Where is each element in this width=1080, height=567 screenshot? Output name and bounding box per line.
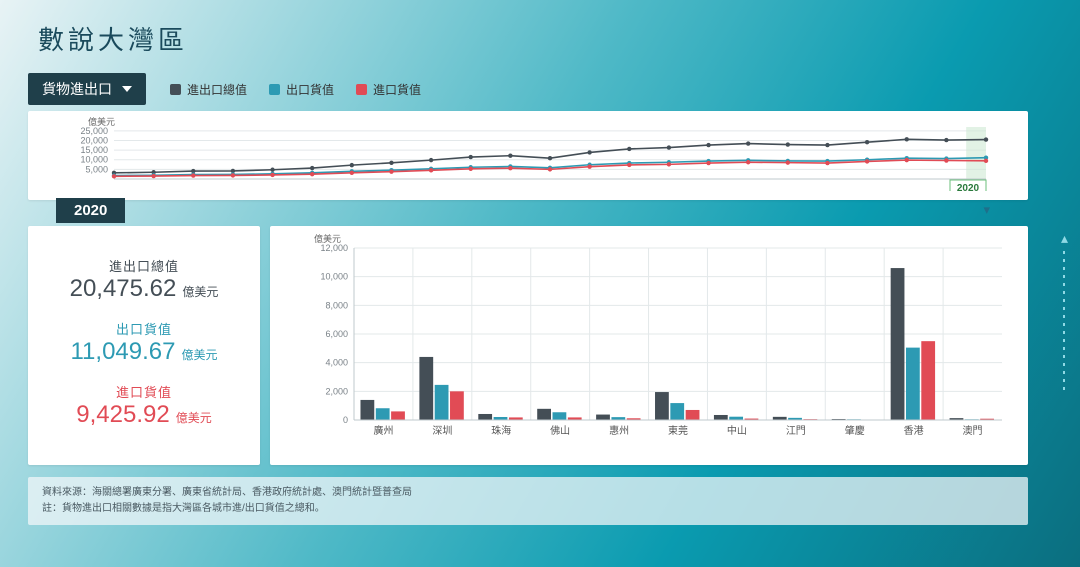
svg-text:肇慶: 肇慶 — [845, 424, 865, 437]
stats-panel: 進出口總值20,475.62億美元出口貨值11,049.67億美元進口貨值9,4… — [28, 226, 260, 465]
svg-text:香港: 香港 — [904, 425, 924, 437]
page-title: 數說大灣區 — [28, 12, 1028, 71]
stat-block: 出口貨值11,049.67 億美元 — [36, 319, 252, 366]
timeline-ylabel: 億美元 — [88, 115, 115, 128]
metric-dropdown[interactable]: 貨物進出口 — [28, 73, 146, 105]
svg-text:深圳: 深圳 — [432, 425, 452, 437]
stat-block: 進口貨值9,425.92 億美元 — [36, 382, 252, 429]
svg-text:惠州: 惠州 — [609, 424, 629, 437]
stat-label: 出口貨值 — [36, 319, 252, 338]
svg-text:15,000: 15,000 — [80, 145, 108, 155]
svg-text:0: 0 — [343, 415, 348, 425]
stat-block: 進出口總值20,475.62 億美元 — [36, 256, 252, 303]
bar-ylabel: 億美元 — [314, 232, 341, 245]
legend-item-import[interactable]: 進口貨值 — [356, 81, 421, 98]
legend-swatch-icon — [269, 84, 280, 95]
legend-swatch-icon — [356, 84, 367, 95]
scroll-track-icon — [1063, 251, 1065, 391]
stat-value: 20,475.62 — [70, 275, 177, 303]
timeline-chart[interactable]: 5,00010,00015,00020,00025,0002020 — [66, 117, 1006, 191]
city-bar-chart-card: 億美元 02,0004,0006,0008,00010,00012,000廣州深… — [270, 226, 1028, 465]
year-tab[interactable]: 2020 — [56, 198, 125, 223]
svg-text:5,000: 5,000 — [85, 164, 108, 174]
svg-text:2020: 2020 — [957, 183, 980, 191]
svg-text:廣州: 廣州 — [373, 424, 393, 437]
svg-text:8,000: 8,000 — [325, 300, 348, 310]
stat-unit: 億美元 — [181, 346, 217, 363]
metric-dropdown-label: 貨物進出口 — [42, 79, 112, 99]
svg-text:2,000: 2,000 — [325, 386, 348, 396]
svg-text:江門: 江門 — [786, 425, 806, 437]
svg-text:10,000: 10,000 — [80, 155, 108, 165]
stat-label: 進出口總值 — [36, 256, 252, 275]
scroll-hint: ▴ — [1061, 230, 1068, 391]
svg-text:10,000: 10,000 — [320, 272, 348, 282]
svg-text:東莞: 東莞 — [668, 424, 688, 437]
svg-text:澳門: 澳門 — [963, 424, 983, 437]
footer-line-note: 註：貨物進出口相關數據是指大灣區各城市進/出口貨值之總和。 — [42, 501, 1014, 517]
stat-value: 9,425.92 — [76, 401, 169, 429]
arrow-up-icon: ▴ — [1061, 230, 1068, 247]
svg-text:6,000: 6,000 — [325, 329, 348, 339]
stat-unit: 億美元 — [182, 283, 218, 300]
stat-unit: 億美元 — [176, 409, 212, 426]
svg-text:佛山: 佛山 — [550, 424, 570, 437]
stat-value: 11,049.67 — [70, 338, 175, 366]
svg-text:4,000: 4,000 — [325, 358, 348, 368]
footer-line-source: 資料來源：海關總署廣東分署、廣東省統計局、香港政府統計處、澳門統計暨普查局 — [42, 485, 1014, 501]
timeline-chart-card: 億美元 5,00010,00015,00020,00025,0002020 — [28, 111, 1028, 200]
svg-text:珠海: 珠海 — [491, 424, 511, 437]
legend: 進出口總值 出口貨值 進口貨值 — [170, 81, 421, 98]
legend-label: 進出口總值 — [187, 81, 247, 98]
legend-swatch-icon — [170, 84, 181, 95]
control-bar: 貨物進出口 進出口總值 出口貨值 進口貨值 — [28, 71, 1028, 109]
chevron-down-icon — [122, 86, 132, 92]
svg-text:20,000: 20,000 — [80, 135, 108, 145]
city-bar-chart[interactable]: 02,0004,0006,0008,00010,00012,000廣州深圳珠海佛… — [310, 234, 1010, 444]
legend-item-export[interactable]: 出口貨值 — [269, 81, 334, 98]
footer-notes: 資料來源：海關總署廣東分署、廣東省統計局、香港政府統計處、澳門統計暨普查局 註：… — [28, 477, 1028, 525]
stat-label: 進口貨值 — [36, 382, 252, 401]
legend-item-total[interactable]: 進出口總值 — [170, 81, 247, 98]
svg-text:中山: 中山 — [727, 424, 747, 437]
legend-label: 進口貨值 — [373, 81, 421, 98]
filter-icon[interactable]: ▾ — [983, 202, 990, 218]
legend-label: 出口貨值 — [286, 81, 334, 98]
